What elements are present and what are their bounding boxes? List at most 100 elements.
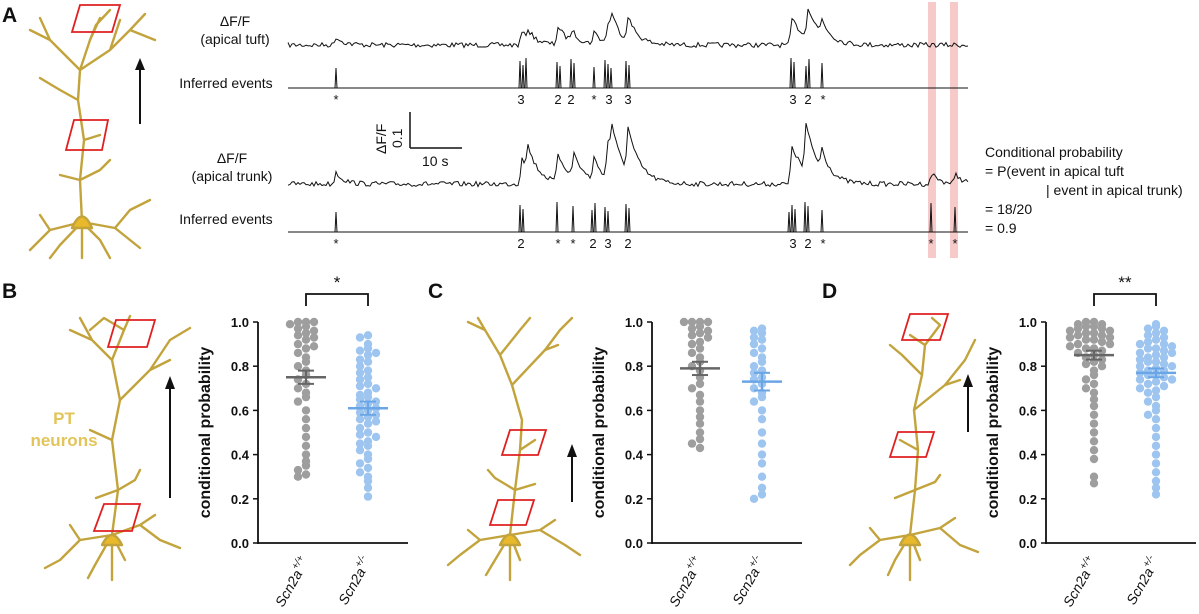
significance-mark: * bbox=[334, 273, 341, 292]
significance-mark: ** bbox=[1118, 273, 1132, 292]
data-point bbox=[1159, 359, 1169, 369]
event-spike bbox=[792, 61, 796, 89]
data-point bbox=[1151, 335, 1161, 344]
category-label: Scn2a+/+ bbox=[1058, 553, 1101, 609]
dendrite-path bbox=[43, 314, 192, 582]
event-count-mark: 3 bbox=[624, 92, 631, 107]
panel-label-a: A bbox=[2, 4, 17, 27]
formula-line-5: = 0.9 bbox=[985, 220, 1017, 236]
y-tick-label: 1.0 bbox=[625, 315, 643, 330]
y-tick-label: 1.0 bbox=[231, 315, 249, 330]
roi-tuft bbox=[500, 429, 548, 456]
arrow-up-icon bbox=[165, 376, 175, 389]
scale-x-label: 10 s bbox=[422, 153, 448, 169]
data-point bbox=[363, 463, 373, 473]
data-point bbox=[695, 337, 705, 347]
data-point bbox=[1151, 476, 1161, 486]
data-point bbox=[1081, 328, 1091, 338]
trace1-label-line1: ΔF/F bbox=[220, 13, 250, 29]
events1-marks: * 3 2 2 * 3 3 3 2 * bbox=[333, 92, 825, 107]
data-point bbox=[1151, 406, 1161, 415]
data-point bbox=[1065, 333, 1075, 342]
y-tick-label: 0.0 bbox=[1019, 536, 1037, 551]
data-point bbox=[301, 432, 311, 442]
data-point bbox=[363, 331, 373, 340]
event-count-mark: * bbox=[820, 92, 825, 107]
event-spike bbox=[521, 208, 525, 233]
y-tick-label: 0.8 bbox=[625, 359, 643, 374]
data-point bbox=[355, 368, 365, 377]
data-point bbox=[1135, 362, 1145, 371]
data-point bbox=[309, 317, 319, 327]
data-point bbox=[1151, 490, 1161, 499]
event-count-mark: 3 bbox=[605, 92, 612, 107]
data-point bbox=[1151, 322, 1161, 331]
data-point bbox=[757, 428, 767, 437]
event-spike bbox=[953, 206, 957, 233]
event-count-mark: * bbox=[928, 236, 933, 251]
data-point bbox=[1073, 331, 1083, 340]
event-spike bbox=[790, 204, 794, 233]
data-point bbox=[1159, 333, 1169, 342]
event-spike bbox=[820, 209, 824, 233]
data-point bbox=[1159, 353, 1169, 362]
y-tick-label: 0.4 bbox=[1019, 448, 1038, 463]
data-point bbox=[1089, 454, 1099, 464]
data-point bbox=[695, 322, 705, 331]
data-point bbox=[687, 317, 697, 327]
data-point bbox=[1081, 359, 1091, 369]
soma bbox=[898, 533, 922, 547]
category-label: Scn2a+/+ bbox=[664, 553, 707, 609]
data-point bbox=[363, 379, 373, 389]
significance-bracket bbox=[1093, 293, 1157, 306]
data-point bbox=[355, 355, 365, 364]
y-axis-label: conditional probability bbox=[591, 347, 608, 519]
event-count-mark: 2 bbox=[624, 236, 631, 251]
data-point bbox=[1159, 346, 1169, 355]
data-point bbox=[757, 439, 767, 448]
data-point bbox=[1081, 384, 1091, 393]
data-point bbox=[363, 454, 373, 464]
data-point bbox=[749, 494, 759, 503]
scale-y-value: 0.1 bbox=[389, 128, 405, 148]
data-point bbox=[1143, 388, 1153, 397]
y-tick-label: 0.4 bbox=[231, 448, 250, 463]
event-spike bbox=[807, 58, 811, 89]
data-point bbox=[703, 333, 713, 342]
arrow-up-icon bbox=[963, 374, 973, 387]
trace2-label-line1: ΔF/F bbox=[217, 150, 247, 166]
data-point bbox=[695, 397, 705, 406]
data-point bbox=[1167, 375, 1177, 384]
data-point bbox=[363, 344, 373, 353]
y-tick-label: 0.0 bbox=[231, 536, 249, 551]
data-point bbox=[1143, 324, 1153, 333]
event-spike bbox=[804, 65, 808, 89]
data-point bbox=[1143, 344, 1153, 353]
trace-apical-trunk bbox=[287, 122, 969, 188]
significance-bracket bbox=[305, 293, 369, 306]
neuron-diagram-d bbox=[848, 313, 980, 582]
roi-trunk bbox=[888, 431, 936, 458]
data-point bbox=[679, 317, 689, 327]
data-point bbox=[301, 470, 311, 479]
highlight-band-1 bbox=[928, 2, 936, 258]
y-tick-label: 0.6 bbox=[1019, 403, 1037, 418]
data-point bbox=[1089, 410, 1099, 419]
event-spike bbox=[518, 60, 522, 89]
data-point bbox=[749, 397, 759, 406]
data-point bbox=[1151, 350, 1161, 360]
data-point bbox=[757, 357, 767, 366]
data-point bbox=[1159, 326, 1169, 335]
data-point bbox=[301, 335, 311, 344]
formula-line-2: = P(event in apical tuft bbox=[985, 163, 1124, 179]
data-point bbox=[1151, 432, 1161, 442]
data-point bbox=[1089, 395, 1099, 404]
y-tick-label: 0.2 bbox=[231, 492, 249, 507]
event-spike bbox=[624, 203, 628, 233]
series-name: Scn2a bbox=[335, 565, 369, 608]
data-point bbox=[1097, 362, 1107, 371]
data-point bbox=[757, 459, 767, 468]
panel-label-d: D bbox=[822, 280, 837, 303]
data-point bbox=[1143, 397, 1153, 406]
event-count-mark: 2 bbox=[804, 236, 811, 251]
